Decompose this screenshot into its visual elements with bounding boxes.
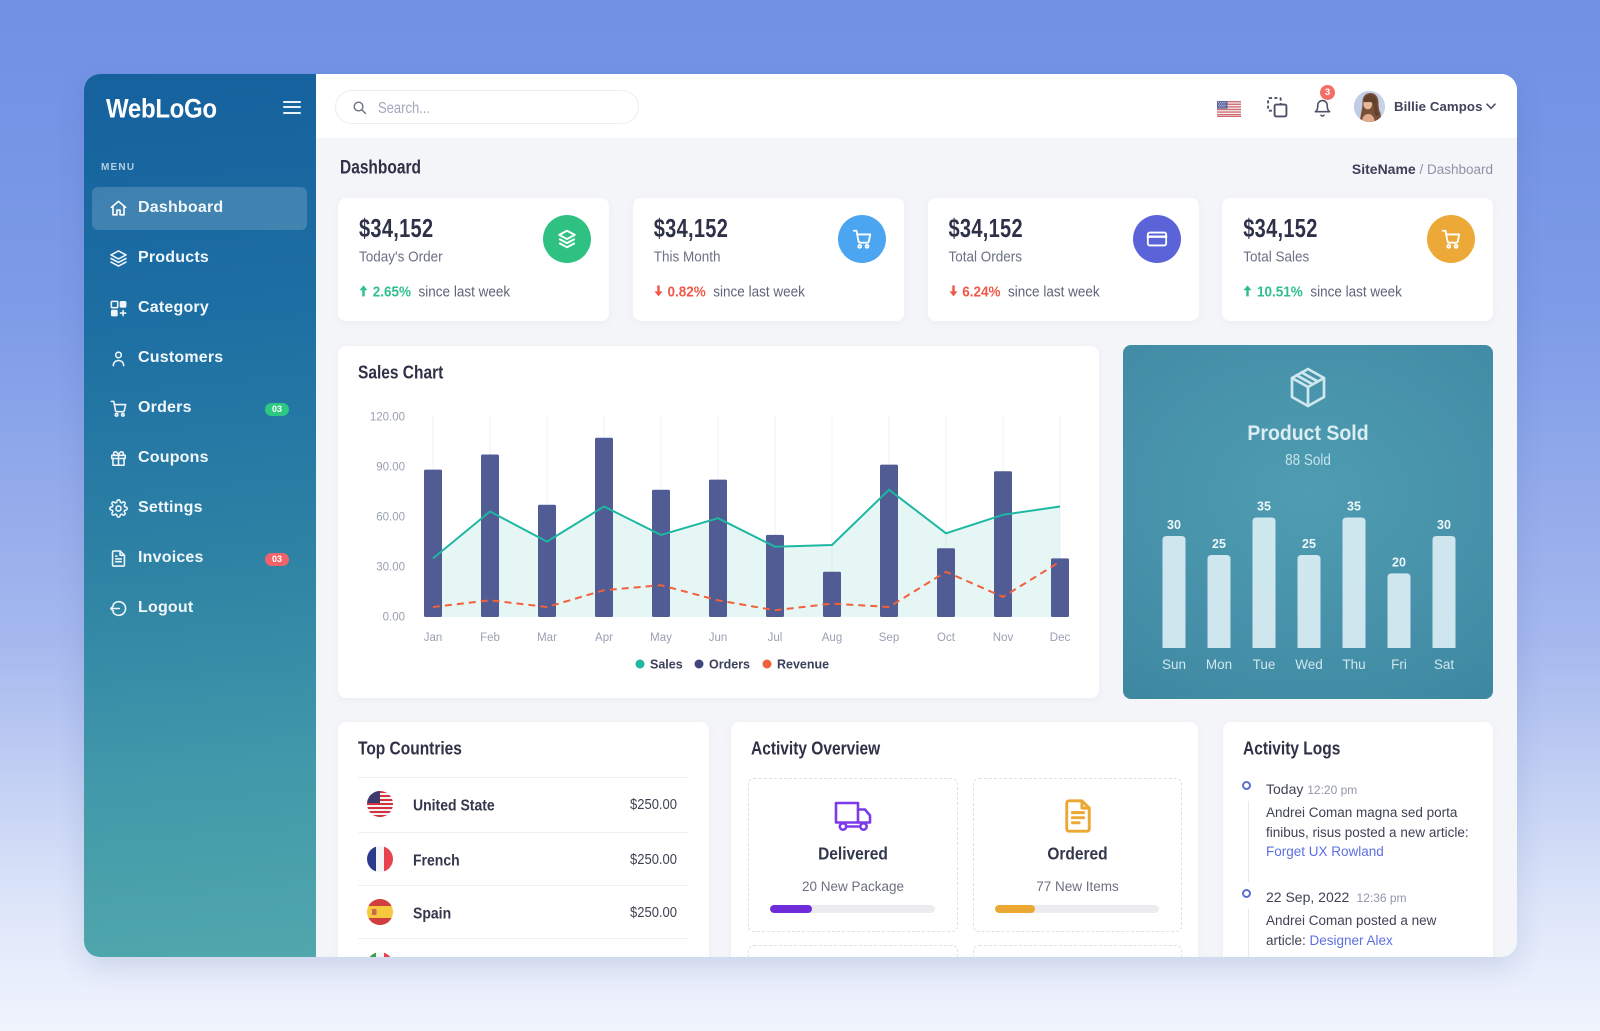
svg-text:30: 30 [1437, 518, 1451, 532]
svg-text:25: 25 [1212, 537, 1226, 551]
svg-text:Mon: Mon [1206, 657, 1232, 672]
svg-text:Apr: Apr [595, 632, 613, 644]
svg-text:30.00: 30.00 [376, 562, 405, 574]
svg-text:Product Sold: Product Sold [1247, 421, 1368, 445]
svg-text:Sat: Sat [1434, 657, 1455, 672]
svg-text:Fri: Fri [1391, 657, 1407, 672]
svg-text:Oct: Oct [937, 632, 956, 644]
svg-text:Mar: Mar [537, 632, 557, 644]
svg-text:Revenue: Revenue [777, 658, 829, 672]
svg-text:Orders: Orders [709, 658, 750, 672]
svg-text:120.00: 120.00 [370, 412, 405, 424]
svg-text:Jun: Jun [709, 632, 728, 644]
svg-text:20: 20 [1392, 555, 1406, 569]
svg-text:Nov: Nov [993, 632, 1014, 644]
svg-text:25: 25 [1302, 537, 1316, 551]
svg-text:30: 30 [1167, 518, 1181, 532]
svg-text:Wed: Wed [1295, 657, 1323, 672]
svg-text:Thu: Thu [1342, 657, 1365, 672]
svg-text:Feb: Feb [480, 632, 500, 644]
svg-text:90.00: 90.00 [376, 462, 405, 474]
svg-text:Jul: Jul [768, 632, 783, 644]
svg-text:0.00: 0.00 [383, 612, 405, 624]
svg-text:60.00: 60.00 [376, 512, 405, 524]
svg-text:May: May [650, 632, 672, 644]
svg-text:35: 35 [1257, 500, 1271, 514]
svg-text:Sun: Sun [1162, 657, 1186, 672]
svg-text:Sep: Sep [879, 632, 899, 644]
svg-text:35: 35 [1347, 500, 1361, 514]
svg-text:Sales: Sales [650, 658, 683, 672]
svg-text:Tue: Tue [1253, 657, 1276, 672]
svg-text:Jan: Jan [424, 632, 443, 644]
svg-text:Aug: Aug [822, 632, 842, 644]
svg-text:88 Sold: 88 Sold [1285, 452, 1331, 469]
svg-text:Dec: Dec [1050, 632, 1071, 644]
